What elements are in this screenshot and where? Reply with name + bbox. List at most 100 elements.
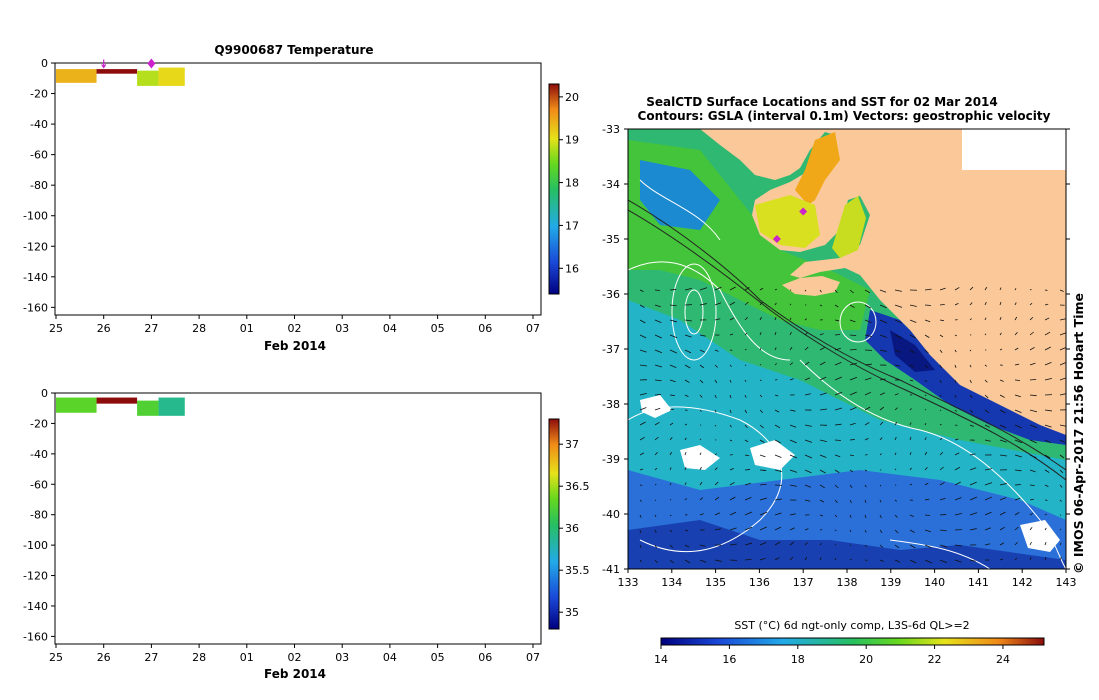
velocity-vector bbox=[639, 514, 642, 518]
velocity-vector bbox=[969, 559, 976, 562]
velocity-vector bbox=[699, 438, 702, 441]
velocity-vector bbox=[1014, 526, 1019, 531]
velocity-vector bbox=[1014, 331, 1018, 336]
velocity-vector bbox=[789, 362, 794, 366]
velocity-vector bbox=[894, 304, 903, 308]
velocity-vector bbox=[969, 453, 976, 456]
velocity-vector bbox=[684, 287, 692, 291]
velocity-vector bbox=[729, 511, 737, 516]
velocity-vector bbox=[669, 559, 674, 564]
velocity-vector bbox=[999, 511, 1006, 516]
velocity-vector bbox=[1059, 542, 1062, 546]
velocity-vector bbox=[999, 316, 1002, 321]
velocity-vector bbox=[759, 424, 764, 429]
velocity-vector bbox=[894, 468, 897, 471]
velocity-vector bbox=[834, 439, 841, 441]
velocity-vector bbox=[759, 526, 767, 531]
velocity-vector bbox=[669, 289, 677, 291]
isobath bbox=[628, 199, 1066, 471]
velocity-vector bbox=[999, 483, 1007, 486]
velocity-vector bbox=[714, 424, 717, 427]
velocity-vector bbox=[909, 364, 915, 368]
velocity-vector bbox=[909, 319, 917, 323]
velocity-vector bbox=[684, 334, 692, 338]
velocity-vector bbox=[729, 333, 734, 336]
velocity-vector bbox=[849, 304, 855, 309]
velocity-vector bbox=[1044, 317, 1050, 321]
velocity-vector bbox=[939, 303, 945, 306]
velocity-vector bbox=[879, 406, 885, 411]
velocity-vector bbox=[774, 302, 777, 306]
velocity-vector bbox=[939, 497, 946, 501]
velocity-vector bbox=[834, 289, 838, 294]
velocity-vector bbox=[1059, 332, 1066, 336]
velocity-vector bbox=[849, 289, 854, 294]
velocity-vector bbox=[669, 467, 672, 471]
velocity-vector bbox=[654, 319, 662, 324]
velocity-vector bbox=[774, 288, 778, 291]
profile-marker bbox=[101, 59, 107, 69]
velocity-vector bbox=[924, 437, 927, 441]
salinity-panel: 0 -20 -40 -60 -80 -100 -120 -140 -160 25 26 27 28 01… bbox=[23, 387, 589, 681]
velocity-vector bbox=[879, 289, 887, 293]
velocity-vector bbox=[639, 304, 645, 308]
velocity-vector bbox=[684, 452, 687, 456]
sst-colorbar bbox=[660, 637, 1045, 646]
velocity-vector bbox=[924, 544, 932, 549]
velocity-vector bbox=[729, 543, 738, 546]
y-tick-label: -160 bbox=[23, 301, 48, 314]
velocity-vector bbox=[774, 331, 777, 336]
x-tick-label: 02 bbox=[288, 322, 302, 335]
velocity-vector bbox=[909, 529, 915, 533]
velocity-vector bbox=[759, 439, 765, 444]
velocity-vector bbox=[954, 438, 959, 441]
velocity-vector bbox=[819, 392, 827, 396]
gulf-st-vincent bbox=[832, 196, 866, 258]
velocity-vector bbox=[894, 393, 899, 396]
y-tick-label: -120 bbox=[23, 240, 48, 253]
velocity-vector bbox=[954, 512, 962, 516]
velocity-vector bbox=[984, 468, 992, 471]
velocity-vector bbox=[999, 497, 1007, 501]
velocity-vector bbox=[864, 544, 868, 547]
velocity-vector bbox=[834, 423, 842, 426]
velocity-vector bbox=[639, 364, 647, 367]
seal-location-marker bbox=[772, 235, 781, 243]
velocity-vector bbox=[669, 451, 672, 456]
velocity-vector bbox=[849, 334, 857, 337]
velocity-vector bbox=[969, 512, 978, 516]
velocity-vector bbox=[969, 409, 974, 413]
velocity-vector bbox=[819, 469, 826, 474]
sst-colorbar-tick-label: 16 bbox=[722, 653, 736, 666]
velocity-vector bbox=[759, 394, 763, 398]
lat-tick-label: -38 bbox=[602, 398, 620, 411]
velocity-vector bbox=[1044, 556, 1047, 561]
lat-tick-label: -35 bbox=[602, 233, 620, 246]
velocity-vector bbox=[879, 559, 884, 562]
velocity-vector bbox=[1044, 542, 1047, 546]
velocity-vector bbox=[1059, 424, 1066, 427]
velocity-vector bbox=[759, 511, 768, 516]
velocity-vector bbox=[699, 349, 705, 353]
velocity-vector bbox=[729, 301, 736, 306]
lon-tick-label: 138 bbox=[837, 576, 858, 589]
x-tick-label: 28 bbox=[192, 322, 206, 335]
velocity-vector bbox=[669, 304, 677, 307]
velocity-vector bbox=[984, 511, 992, 516]
spencer-gulf-warm bbox=[795, 132, 840, 205]
velocity-vector bbox=[654, 394, 662, 396]
y-tick-label: -100 bbox=[23, 539, 48, 552]
velocity-vector bbox=[684, 466, 687, 471]
velocity-vector bbox=[939, 544, 948, 548]
x-tick-label: 05 bbox=[431, 322, 445, 335]
velocity-vector bbox=[699, 303, 707, 306]
velocity-vector bbox=[714, 512, 721, 516]
velocity-vector bbox=[954, 559, 962, 563]
velocity-vector bbox=[954, 409, 958, 412]
velocity-vector bbox=[774, 512, 782, 516]
velocity-vector bbox=[714, 528, 721, 531]
velocity-vector bbox=[894, 499, 897, 502]
lat-tick-label: -41 bbox=[602, 563, 620, 576]
velocity-vector bbox=[984, 364, 987, 367]
velocity-vector bbox=[684, 364, 691, 369]
